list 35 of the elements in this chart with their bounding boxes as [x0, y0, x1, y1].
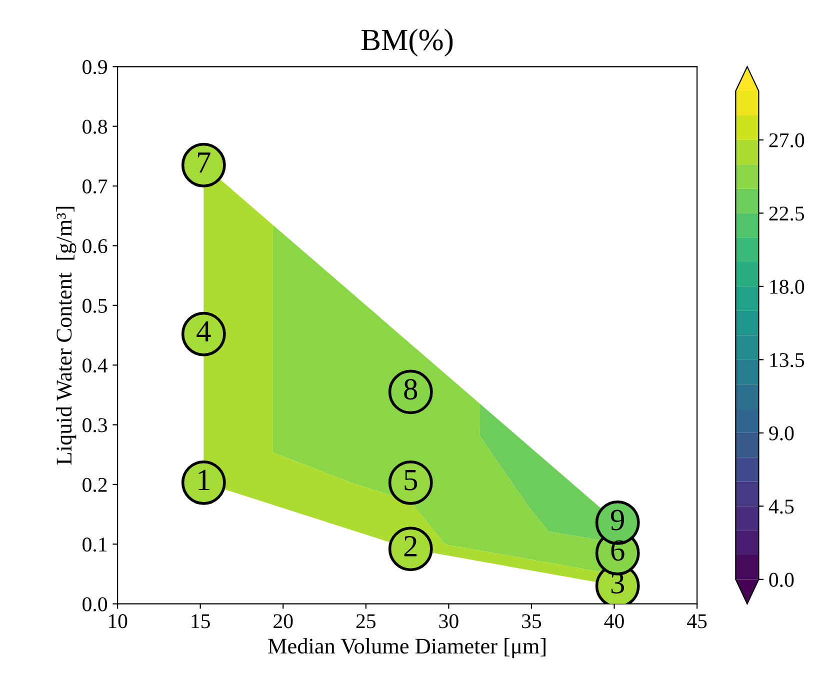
y-tick-label: 0.5	[82, 298, 108, 313]
color-bar-label: 18.0	[770, 280, 804, 294]
color-bar-label: 13.5	[770, 353, 804, 368]
y-tick-label: 0.9	[82, 60, 107, 74]
x-tick-label: 40	[604, 614, 624, 628]
annotation: 7	[198, 152, 210, 172]
y-tick-label: 0.6	[82, 239, 108, 254]
y-axis-title: Liquid Water Content [g/m³]	[56, 206, 76, 465]
x-tick-label: 45	[687, 614, 707, 628]
x-tick-label: 15	[192, 614, 210, 628]
color-bar-label: 0.0	[769, 572, 794, 587]
x-axis-title: Median Volume Diameter [μm]	[268, 638, 546, 658]
y-tick-label: 0.1	[82, 538, 107, 552]
x-tick-label: 10	[108, 614, 128, 628]
annotation: 2	[404, 536, 417, 556]
y-tick-label: 0.4	[82, 358, 108, 373]
y-tick-label: 0.3	[82, 418, 108, 432]
color-bar-label: 22.5	[769, 206, 804, 221]
chart-title: BM(%)	[362, 28, 453, 56]
annotation: 5	[404, 470, 418, 490]
x-tick-label: 20	[274, 614, 293, 628]
x-tick-label: 25	[356, 614, 376, 628]
x-tick-label: 30	[439, 614, 458, 628]
annotation: 9	[610, 510, 624, 530]
annotation: 8	[404, 378, 418, 400]
x-tick-label: 35	[522, 614, 542, 628]
y-tick-label: 0.8	[82, 120, 108, 134]
annotation: 4	[196, 321, 211, 342]
y-tick-label: 0.2	[82, 478, 107, 492]
y-tick-label: 0.7	[82, 179, 108, 194]
color-bar-label: 27.0	[769, 133, 804, 148]
annotation: 1	[198, 470, 210, 490]
color-bar-label: 4.5	[768, 500, 794, 514]
y-tick-label: 0.0	[82, 597, 108, 612]
color-bar-label: 9.0	[769, 426, 794, 440]
